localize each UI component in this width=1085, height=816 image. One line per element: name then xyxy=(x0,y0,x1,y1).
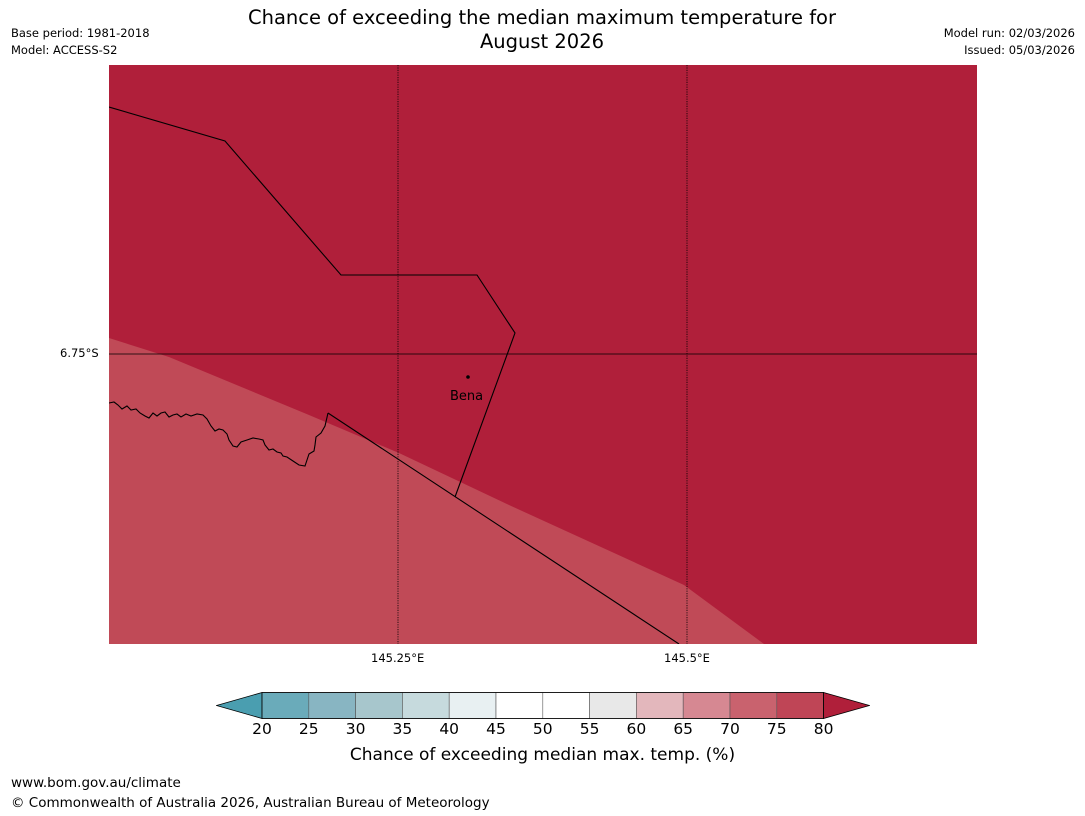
colorbar-ticks: 20 25 30 35 40 45 50 55 60 65 70 75 80 xyxy=(0,720,1085,740)
place-label-bena: Bena xyxy=(450,389,484,404)
colorbar-tick-label: 60 xyxy=(626,720,647,738)
colorbar-tick-label: 80 xyxy=(813,720,834,738)
forecast-map xyxy=(109,65,977,644)
colorbar-bin xyxy=(542,692,590,719)
base-period: Base period: 1981-2018 xyxy=(11,26,150,40)
issued-date: Issued: 05/03/2026 xyxy=(964,43,1075,57)
footer-url[interactable]: www.bom.gov.au/climate xyxy=(11,775,181,791)
colorbar-bin xyxy=(729,692,778,719)
colorbar-svg xyxy=(215,691,871,720)
title-line-1: Chance of exceeding the median maximum t… xyxy=(247,6,837,29)
province-boundary-north xyxy=(109,106,516,498)
colorbar-tick-label: 40 xyxy=(439,720,460,738)
meta-left: Base period: 1981-2018 Model: ACCESS-S2 xyxy=(11,25,150,59)
colorbar-label: Chance of exceeding median max. temp. (%… xyxy=(349,745,736,765)
colorbar-tick-label: 35 xyxy=(392,720,413,738)
map-title: Chance of exceeding the median maximum t… xyxy=(192,6,892,54)
title-line-2: August 2026 xyxy=(479,30,605,53)
colorbar-bin xyxy=(261,692,310,719)
colorbar-bin xyxy=(495,692,544,719)
colorbar-under-arrow xyxy=(215,691,263,720)
map-svg xyxy=(109,65,977,644)
river-line xyxy=(109,401,329,467)
colorbar-tick-label: 65 xyxy=(673,720,694,738)
colorbar-bin xyxy=(636,692,684,719)
colorbar-bin xyxy=(448,692,497,719)
lower-probability-area xyxy=(109,338,764,644)
colorbar-bin xyxy=(308,692,356,719)
colorbar-bin xyxy=(682,692,731,719)
colorbar-tick-label: 45 xyxy=(486,720,506,738)
colorbar-tick-label: 55 xyxy=(579,720,600,738)
lat-label: 6.75°S xyxy=(60,346,99,360)
colorbar xyxy=(215,691,871,720)
lon-label-145-25: 145.25°E xyxy=(371,651,425,665)
colorbar-tick-label: 30 xyxy=(345,720,366,738)
lon-label-145-5: 145.5°E xyxy=(664,651,710,665)
footer-copyright: © Commonwealth of Australia 2026, Austra… xyxy=(11,795,490,811)
colorbar-bin xyxy=(355,692,403,719)
colorbar-tick-label: 70 xyxy=(720,720,740,738)
model-run: Model run: 02/03/2026 xyxy=(943,26,1075,40)
province-boundary-south xyxy=(327,412,680,644)
bena-marker xyxy=(466,375,470,379)
meta-right: Model run: 02/03/2026 Issued: 05/03/2026 xyxy=(944,25,1075,59)
colorbar-tick-label: 75 xyxy=(766,720,787,738)
model-name: Model: ACCESS-S2 xyxy=(11,43,118,57)
colorbar-bin xyxy=(402,692,450,719)
colorbar-over-arrow xyxy=(823,691,871,720)
colorbar-bin xyxy=(589,692,637,719)
colorbar-tick-label: 20 xyxy=(252,720,272,738)
colorbar-tick-label: 25 xyxy=(298,720,319,738)
colorbar-bin xyxy=(776,692,824,719)
colorbar-tick-label: 50 xyxy=(532,720,553,738)
colorbar-outline xyxy=(261,692,824,719)
